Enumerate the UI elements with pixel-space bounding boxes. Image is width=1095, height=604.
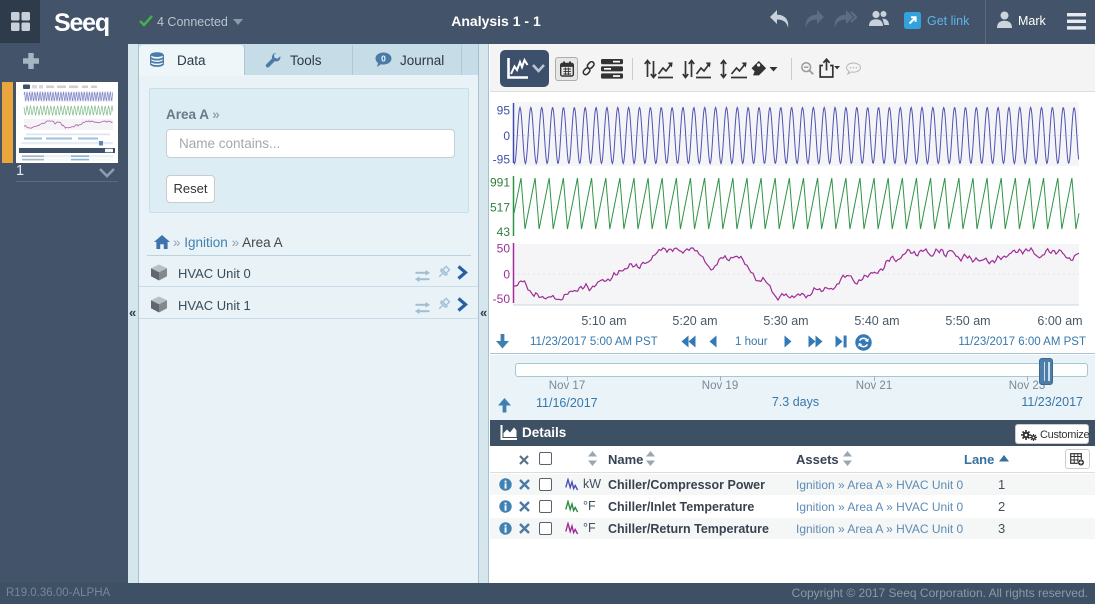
svg-text:-50: -50 <box>493 292 511 306</box>
svg-text:6:00 am: 6:00 am <box>1037 314 1082 328</box>
svg-text:0: 0 <box>503 129 510 143</box>
svg-text:5:30 am: 5:30 am <box>763 314 808 328</box>
svg-text:50: 50 <box>497 242 511 256</box>
svg-text:5:20 am: 5:20 am <box>672 314 717 328</box>
svg-text:991: 991 <box>490 176 510 190</box>
svg-text:95: 95 <box>497 104 511 118</box>
svg-text:-95: -95 <box>493 153 511 167</box>
svg-text:0: 0 <box>381 54 386 64</box>
svg-text:43: 43 <box>497 225 511 239</box>
svg-text:5:50 am: 5:50 am <box>945 314 990 328</box>
svg-text:517: 517 <box>490 201 510 215</box>
svg-text:0: 0 <box>503 268 510 282</box>
svg-text:5:10 am: 5:10 am <box>581 314 626 328</box>
svg-text:5:40 am: 5:40 am <box>854 314 899 328</box>
